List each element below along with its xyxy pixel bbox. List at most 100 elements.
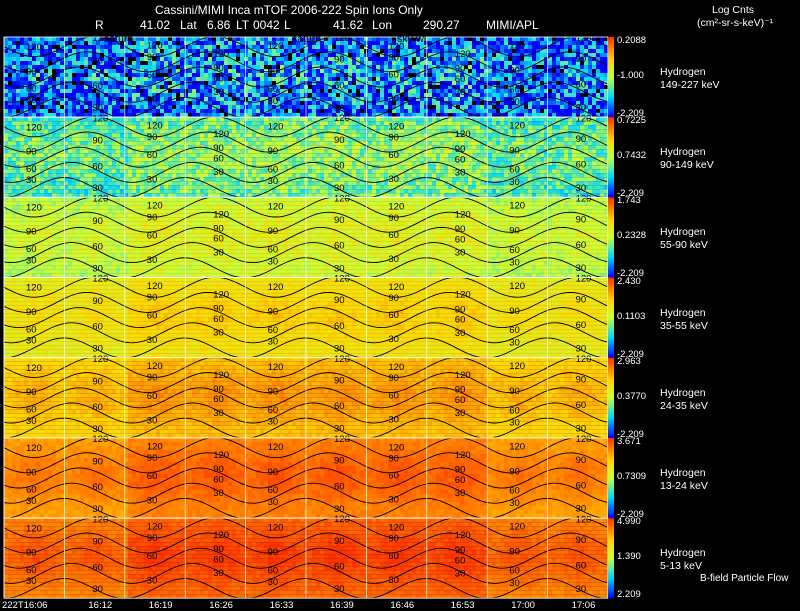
contour-label: 30 — [213, 87, 224, 98]
contour-label: 90 — [268, 226, 279, 237]
colorbar-mid-label: 0.2328 — [617, 231, 646, 241]
contour-label: 120 — [92, 434, 108, 445]
contour-label: 60 — [334, 481, 345, 492]
contour-label: 90 — [509, 547, 520, 558]
panel-5-colorbar — [608, 358, 614, 438]
contour-label: 90 — [147, 212, 158, 223]
contour-label: 90 — [334, 295, 345, 306]
contour-label: 120 — [576, 434, 592, 445]
contour-label: 60 — [92, 81, 103, 92]
frame-annotation: sky-wl — [397, 33, 426, 45]
contour-label: 60 — [455, 555, 466, 566]
contour-label: 90 — [26, 146, 37, 157]
contour-label: 60 — [147, 150, 158, 161]
contour-label: 90 — [268, 547, 279, 558]
contour-label: 120 — [388, 442, 404, 453]
contour-label: 30 — [509, 578, 520, 589]
contour-label: 30 — [576, 103, 587, 114]
contour-label: 90 — [92, 537, 103, 548]
contour-label: 90 — [92, 136, 103, 147]
contour-label: 60 — [509, 245, 520, 256]
contour-label: 120 — [268, 41, 284, 52]
contour-label: 120 — [334, 274, 350, 285]
contour-label: 120 — [334, 113, 350, 124]
contour-label: 120 — [388, 282, 404, 293]
energy-range-label: 55-90 keV — [660, 239, 708, 251]
species-label: Hydrogen — [660, 146, 706, 158]
contour-label: 120 — [213, 209, 229, 220]
colorbar-mid-label: 1.390 — [617, 552, 641, 562]
colorbar-mid-label: -1.000 — [617, 71, 644, 81]
contour-label: 120 — [268, 202, 284, 213]
contour-label: 60 — [509, 486, 520, 497]
contour-label: 120 — [576, 193, 592, 204]
contour-label: 30 — [576, 343, 587, 354]
contour-label: 30 — [388, 334, 399, 345]
contour-label: 30 — [147, 496, 158, 507]
contour-label: 60 — [213, 394, 224, 405]
contour-label: 90 — [147, 52, 158, 63]
contour-label: 60 — [455, 315, 466, 326]
species-label: Hydrogen — [660, 226, 706, 238]
panel-6-colorbar — [608, 438, 614, 518]
contour-label: 30 — [213, 328, 224, 339]
contour-label: 90 — [509, 226, 520, 237]
panel-1: 3060901203060901203060901203060901203060… — [4, 33, 614, 117]
contour-label: 30 — [388, 575, 399, 586]
contour-label: 60 — [388, 70, 399, 81]
contour-label: 30 — [26, 175, 37, 186]
energy-range-label: 5-13 keV — [660, 560, 702, 572]
contour-label: 120 — [388, 121, 404, 132]
contour-label: 30 — [268, 337, 279, 348]
contour-label: 30 — [147, 255, 158, 266]
time-tick-label: 16:39 — [330, 601, 354, 611]
contour-label: 90 — [213, 223, 224, 234]
contour-label: 90 — [388, 293, 399, 304]
contour-label: 30 — [26, 496, 37, 507]
contour-label: 60 — [388, 150, 399, 161]
contour-label: 120 — [576, 33, 592, 44]
contour-label: 120 — [576, 354, 592, 365]
contour-label: 60 — [388, 471, 399, 482]
contour-label: 60 — [26, 164, 37, 175]
contour-label: 30 — [455, 568, 466, 579]
contour-label: 30 — [455, 87, 466, 98]
contour-label: 60 — [147, 551, 158, 562]
colorbar-max-label: 1.743 — [617, 196, 641, 206]
contour-label: 60 — [455, 154, 466, 165]
contour-label: 30 — [268, 96, 279, 107]
contour-label: 90 — [213, 464, 224, 475]
time-tick-label: 16:33 — [270, 601, 294, 611]
contour-label: 60 — [92, 242, 103, 253]
contour-label: 30 — [388, 495, 399, 506]
contour-label: 60 — [147, 391, 158, 402]
contour-label: 120 — [576, 274, 592, 285]
contour-label: 90 — [268, 306, 279, 317]
time-tick-label: 17:06 — [572, 601, 596, 611]
energy-range-label: 24-35 keV — [660, 400, 708, 412]
colorbar-max-label: 4.990 — [617, 517, 641, 527]
contour-label: 60 — [26, 84, 37, 95]
time-tick-label: 16:19 — [149, 601, 173, 611]
contour-label: 120 — [509, 281, 525, 292]
contour-label: 90 — [92, 456, 103, 467]
contour-label: 30 — [268, 176, 279, 187]
colorbar-mid-label: 0.1103 — [617, 312, 645, 322]
time-tick-label: 16:46 — [390, 601, 414, 611]
contour-label: 90 — [576, 455, 587, 466]
contour-label: 120 — [147, 201, 163, 212]
contour-label: 120 — [388, 522, 404, 533]
species-label: Hydrogen — [660, 547, 706, 559]
contour-label: 120 — [213, 290, 229, 301]
contour-label: 90 — [388, 373, 399, 384]
contour-label: 90 — [147, 373, 158, 384]
contour-label: 60 — [455, 235, 466, 246]
contour-label: 90 — [455, 304, 466, 315]
contour-label: 60 — [576, 240, 587, 251]
contour-label: 90 — [213, 143, 224, 154]
contour-label: 90 — [334, 456, 345, 467]
contour-label: 120 — [334, 354, 350, 365]
contour-label: 60 — [576, 561, 587, 572]
contour-label: 60 — [213, 73, 224, 84]
time-tick-label: 16:53 — [451, 601, 475, 611]
